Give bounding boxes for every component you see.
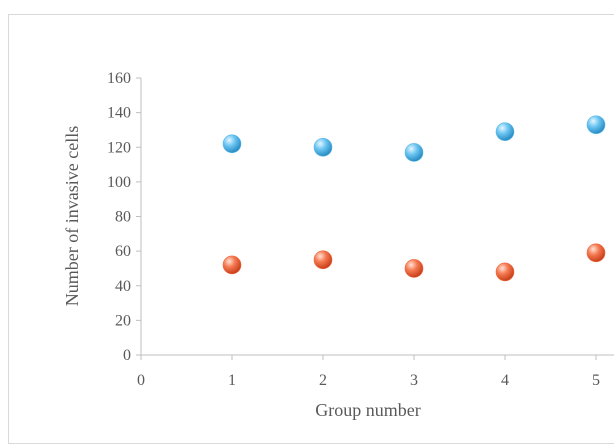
- y-tick-label: 160: [107, 70, 131, 87]
- y-tick-label: 20: [115, 312, 131, 329]
- y-axis-ticks: 0 20 40 60 80 100 120 140 160: [107, 70, 141, 364]
- data-point: [404, 259, 424, 278]
- x-tick-label: 5: [592, 372, 600, 389]
- x-axis-ticks: 0 1 2 3 4 5: [137, 355, 600, 389]
- x-tick-label: 4: [501, 372, 509, 389]
- series-0: [222, 115, 606, 162]
- data-point: [495, 262, 515, 282]
- data-point: [222, 255, 242, 275]
- chart-area: [8, 14, 614, 444]
- y-tick-label: 100: [107, 174, 131, 191]
- y-tick-label: 120: [107, 139, 131, 156]
- series-1: [222, 243, 606, 282]
- y-tick-label: 140: [107, 105, 131, 122]
- scatter-chart: 0 20 40 60 80 100 120 140 160 0 1 2 3 4 5 Group numbe…: [62, 70, 614, 420]
- data-point: [404, 143, 424, 162]
- y-tick-label: 60: [115, 243, 131, 260]
- data-point: [495, 122, 515, 141]
- data-point: [586, 243, 606, 263]
- data-point: [313, 137, 333, 157]
- y-axis-title: Number of invasive cells: [62, 126, 82, 306]
- y-tick-label: 0: [123, 347, 131, 364]
- data-point: [313, 250, 333, 270]
- data-point: [222, 134, 242, 154]
- x-tick-label: 2: [319, 372, 327, 389]
- y-tick-label: 80: [115, 209, 131, 226]
- axes: [140, 78, 614, 356]
- y-tick-label: 40: [115, 278, 131, 295]
- x-tick-label: 1: [228, 372, 236, 389]
- data-point: [586, 115, 606, 135]
- x-axis-title: Group number: [315, 400, 420, 420]
- x-tick-label: 0: [137, 372, 145, 389]
- x-tick-label: 3: [410, 372, 418, 389]
- data-points: [222, 115, 606, 282]
